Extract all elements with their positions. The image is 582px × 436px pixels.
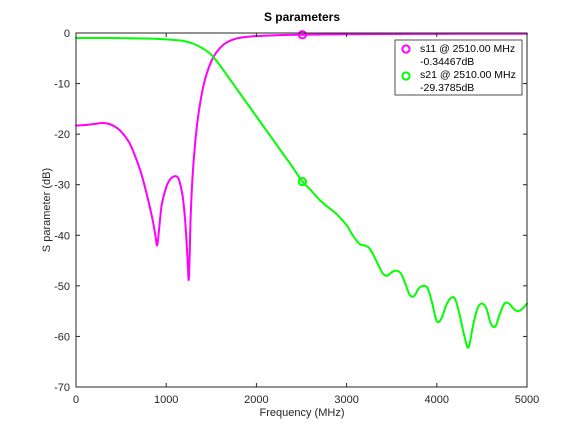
y-axis-label: S parameter (dB) — [41, 168, 53, 252]
chart-title: S parameters — [264, 10, 340, 24]
data-marker-s11 — [297, 30, 308, 40]
legend: s11 @ 2510.00 MHz -0.34467dB s21 @ 2510.… — [394, 39, 523, 96]
x-axis-label: Frequency (MHz) — [260, 407, 345, 419]
y-axis: 0 -10 -20 -30 -40 -50 -60 -70 — [54, 28, 527, 394]
y-tick-label: 0 — [64, 28, 70, 40]
x-tick-label: 5000 — [515, 394, 539, 406]
y-tick-label: -40 — [54, 230, 70, 242]
plot-frame — [75, 32, 528, 388]
x-axis: 0 1000 2000 3000 4000 5000 — [73, 33, 539, 406]
legend-s21-value: -29.3785dB — [420, 82, 474, 94]
x-tick-label: 1000 — [154, 394, 178, 406]
series-line-s11 — [75, 32, 528, 281]
y-tick-label: -50 — [54, 281, 70, 293]
y-tick-label: -60 — [54, 331, 70, 343]
marker-layer — [297, 30, 308, 187]
legend-box — [394, 39, 523, 96]
data-marker-s21 — [297, 176, 308, 187]
x-tick-label: 0 — [73, 394, 79, 406]
legend-marker-s11 — [401, 44, 411, 54]
series-line-s21 — [75, 37, 528, 349]
legend-marker-s21 — [401, 71, 411, 81]
x-tick-label: 3000 — [334, 394, 358, 406]
legend-s21-label: s21 @ 2510.00 MHz — [420, 69, 516, 81]
legend-s11-label: s11 @ 2510.00 MHz — [420, 43, 515, 55]
y-tick-label: -20 — [54, 129, 70, 141]
y-tick-label: -70 — [54, 382, 70, 394]
x-tick-label: 2000 — [244, 394, 268, 406]
y-tick-label: -30 — [54, 180, 70, 192]
legend-s11-value: -0.34467dB — [420, 56, 474, 68]
x-tick-label: 4000 — [425, 394, 449, 406]
series-layer — [75, 32, 528, 349]
y-tick-label: -10 — [54, 79, 70, 91]
